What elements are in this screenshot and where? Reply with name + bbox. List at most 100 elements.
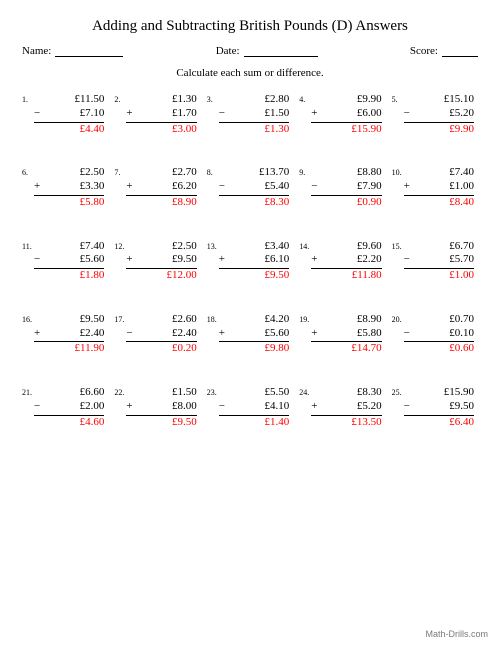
operand-a: £2.50 — [34, 166, 104, 180]
answer: £1.30 — [219, 123, 289, 137]
problem: 25.£15.90−£9.50£6.40 — [392, 386, 478, 429]
operator-line: + £5.20 — [311, 400, 381, 416]
answer: £9.50 — [126, 416, 196, 430]
problem: 2.£1.30+£1.70£3.00 — [114, 93, 200, 136]
answer: £13.50 — [311, 416, 381, 430]
problem-number: 20. — [392, 313, 404, 324]
problem-number: 15. — [392, 240, 404, 251]
answer: £1.00 — [404, 269, 474, 283]
problem: 15.£6.70−£5.70£1.00 — [392, 240, 478, 283]
problem-number: 7. — [114, 166, 126, 177]
operator: + — [126, 253, 132, 267]
problem-number: 19. — [299, 313, 311, 324]
name-underline — [55, 46, 123, 57]
operand-b: £5.20 — [357, 400, 382, 414]
problem: 7.£2.70+ £6.20 £8.90 — [114, 166, 200, 209]
problem-stack: £3.40+£6.10£9.50 — [219, 240, 293, 283]
operand-b: £1.70 — [172, 107, 197, 121]
operator: + — [126, 400, 132, 414]
problem-number: 10. — [392, 166, 404, 177]
problem-number: 12. — [114, 240, 126, 251]
problem: 8.£13.70−£5.40£8.30 — [207, 166, 293, 209]
operand-b: £0.10 — [449, 327, 474, 341]
problem: 5.£15.10−£5.20£9.90 — [392, 93, 478, 136]
score-label: Score: — [410, 45, 438, 57]
problem-stack: £6.60−£2.00£4.60 — [34, 386, 108, 429]
operand-b: £6.20 — [172, 180, 197, 194]
problem-stack: £7.40+£1.00£8.40 — [404, 166, 478, 209]
problem-stack: £2.50+£3.30£5.80 — [34, 166, 108, 209]
answer: £1.40 — [219, 416, 289, 430]
problem: 4.£9.90+£6.00£15.90 — [299, 93, 385, 136]
answer: £14.70 — [311, 342, 381, 356]
problem: 9.£8.80−£7.90£0.90 — [299, 166, 385, 209]
problem-stack: £2.80−£1.50£1.30 — [219, 93, 293, 136]
operator: + — [311, 400, 317, 414]
answer: £6.40 — [404, 416, 474, 430]
problem-number: 6. — [22, 166, 34, 177]
operand-a: £2.70 — [126, 166, 196, 180]
date-underline — [244, 46, 318, 57]
answer: £9.80 — [219, 342, 289, 356]
operand-b: £2.00 — [80, 400, 105, 414]
operand-a: £3.40 — [219, 240, 289, 254]
operand-b: £5.80 — [357, 327, 382, 341]
problem-stack: £7.40−£5.60£1.80 — [34, 240, 108, 283]
problem-stack: £8.30+ £5.20 £13.50 — [311, 386, 385, 429]
problem-stack: £13.70−£5.40£8.30 — [219, 166, 293, 209]
problem-number: 4. — [299, 93, 311, 104]
problem: 22.£1.50+£8.00£9.50 — [114, 386, 200, 429]
answer: £0.90 — [311, 196, 381, 210]
answer: £8.40 — [404, 196, 474, 210]
problem-number: 21. — [22, 386, 34, 397]
operator-line: − £2.40 — [126, 327, 196, 343]
operator: − — [126, 327, 132, 341]
operand-b: £7.10 — [80, 107, 105, 121]
operand-a: £9.90 — [311, 93, 381, 107]
problem-stack: £2.50+£9.50£12.00 — [126, 240, 200, 283]
operator: + — [219, 253, 225, 267]
operand-a: £2.50 — [126, 240, 196, 254]
meta-row: Name: Date: Score: — [22, 45, 478, 57]
problem: 10.£7.40+£1.00£8.40 — [392, 166, 478, 209]
answer: £0.60 — [404, 342, 474, 356]
operand-a: £8.30 — [311, 386, 381, 400]
operand-b: £3.30 — [80, 180, 105, 194]
answer: £8.30 — [219, 196, 289, 210]
operator-line: +£6.00 — [311, 107, 381, 123]
problem: 18.£4.20+£5.60£9.80 — [207, 313, 293, 356]
operator: + — [34, 327, 40, 341]
problem: 11.£7.40−£5.60£1.80 — [22, 240, 108, 283]
operator-line: +£2.20 — [311, 253, 381, 269]
answer: £1.80 — [34, 269, 104, 283]
operator: − — [404, 400, 410, 414]
operand-a: £11.50 — [34, 93, 104, 107]
operand-b: £2.40 — [172, 327, 197, 341]
answer: £12.00 — [126, 269, 196, 283]
answer: £9.50 — [219, 269, 289, 283]
operator-line: −£7.10 — [34, 107, 104, 123]
operand-a: £7.40 — [34, 240, 104, 254]
operator: − — [404, 107, 410, 121]
operand-b: £7.90 — [357, 180, 382, 194]
problem: 21.£6.60−£2.00£4.60 — [22, 386, 108, 429]
operand-a: £2.60 — [126, 313, 196, 327]
operand-b: £5.60 — [264, 327, 289, 341]
answer: £9.90 — [404, 123, 474, 137]
problem-number: 25. — [392, 386, 404, 397]
problem-stack: £8.80−£7.90£0.90 — [311, 166, 385, 209]
operator-line: +£5.60 — [219, 327, 289, 343]
instruction: Calculate each sum or difference. — [22, 67, 478, 79]
answer: £8.90 — [126, 196, 196, 210]
problem: 3.£2.80−£1.50£1.30 — [207, 93, 293, 136]
operator: − — [219, 180, 225, 194]
operator-line: +£1.70 — [126, 107, 196, 123]
operator: + — [126, 180, 132, 194]
answer: £11.80 — [311, 269, 381, 283]
name-field: Name: — [22, 45, 123, 57]
operator-line: +£9.50 — [126, 253, 196, 269]
problem: 17.£2.60−£2.40£0.20 — [114, 313, 200, 356]
problem: 19.£8.90+£5.80£14.70 — [299, 313, 385, 356]
operator: + — [311, 253, 317, 267]
operand-a: £13.70 — [219, 166, 289, 180]
